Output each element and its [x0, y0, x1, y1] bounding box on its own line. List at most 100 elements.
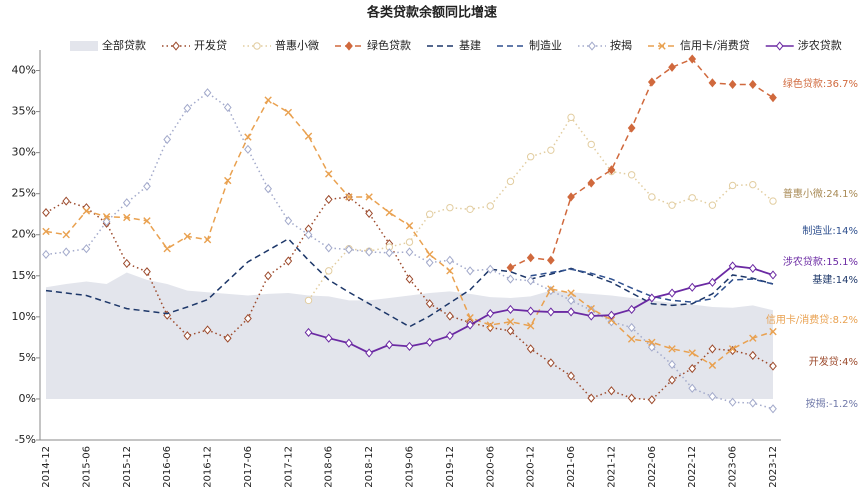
- marker: [547, 146, 555, 154]
- x-tick-label: 2023-12: [768, 446, 779, 488]
- marker: [385, 208, 394, 217]
- legend-marker: [253, 42, 261, 50]
- marker: [425, 210, 434, 218]
- marker: [607, 316, 616, 324]
- marker: [769, 327, 777, 336]
- marker: [264, 184, 272, 194]
- marker: [769, 93, 777, 103]
- y-tick-label: 15%: [12, 269, 36, 282]
- marker: [122, 258, 131, 269]
- marker: [244, 144, 252, 154]
- marker: [567, 371, 575, 381]
- marker: [627, 304, 636, 315]
- marker: [264, 96, 272, 104]
- x-tick-label: 2020-12: [526, 446, 537, 488]
- line: [510, 58, 774, 269]
- legend-label: 制造业: [529, 38, 562, 52]
- marker: [304, 230, 313, 240]
- marker: [506, 274, 515, 284]
- marker: [486, 202, 494, 210]
- marker: [486, 321, 494, 329]
- marker: [365, 348, 373, 358]
- marker: [345, 338, 353, 348]
- marker: [567, 295, 575, 305]
- marker: [163, 245, 171, 253]
- legend-label: 基建: [459, 38, 481, 52]
- end-label: 涉农贷款:15.1%: [783, 255, 858, 268]
- marker: [446, 203, 454, 212]
- legend-label: 开发贷: [194, 38, 227, 52]
- marker: [244, 313, 252, 324]
- y-tick-label: 10%: [12, 310, 36, 323]
- marker: [627, 123, 636, 133]
- marker: [143, 217, 151, 225]
- marker: [506, 177, 515, 186]
- marker: [668, 345, 676, 353]
- y-tick-label: -5%: [15, 433, 36, 446]
- x-tick-label: 2023-06: [728, 446, 739, 488]
- marker: [769, 404, 777, 414]
- marker: [466, 205, 474, 213]
- marker: [526, 322, 535, 330]
- marker: [708, 391, 717, 402]
- marker: [728, 79, 737, 90]
- marker: [728, 345, 737, 353]
- marker: [486, 308, 495, 319]
- marker: [547, 358, 555, 368]
- marker: [405, 222, 414, 230]
- marker: [547, 255, 555, 265]
- marker: [567, 307, 575, 317]
- end-label: 按揭:-1.2%: [806, 397, 858, 410]
- legend-marker: [775, 41, 784, 51]
- marker: [284, 256, 293, 266]
- marker: [769, 361, 777, 371]
- legend-marker: [588, 41, 596, 51]
- y-tick-label: 25%: [12, 187, 36, 200]
- marker: [62, 196, 71, 206]
- marker: [163, 134, 172, 145]
- x-tick-label: 2017-12: [283, 446, 294, 488]
- x-tick-label: 2018-12: [364, 446, 375, 488]
- marker: [345, 244, 353, 255]
- legend-marker: [658, 42, 666, 50]
- marker: [708, 277, 717, 287]
- marker: [82, 244, 91, 254]
- marker: [587, 140, 595, 149]
- marker: [708, 201, 717, 209]
- marker: [769, 270, 777, 280]
- x-tick-label: 2018-06: [324, 446, 335, 488]
- end-label: 基建:14%: [812, 273, 858, 286]
- end-label: 绿色贷款:36.7%: [783, 77, 858, 90]
- marker: [365, 208, 373, 218]
- marker: [749, 334, 757, 342]
- marker: [748, 350, 757, 361]
- x-tick-label: 2019-12: [445, 446, 456, 488]
- marker: [224, 176, 232, 185]
- marker: [42, 249, 50, 260]
- marker: [688, 194, 696, 202]
- marker: [627, 393, 636, 403]
- marker: [708, 361, 717, 369]
- x-tick-label: 2016-06: [162, 446, 173, 488]
- x-tick-label: 2016-12: [203, 446, 214, 488]
- marker: [284, 216, 293, 226]
- legend-marker: [345, 41, 353, 51]
- marker: [62, 231, 70, 239]
- marker: [668, 375, 676, 385]
- marker: [446, 255, 454, 265]
- marker: [526, 153, 535, 161]
- marker: [223, 102, 232, 113]
- marker: [627, 335, 636, 343]
- x-tick-label: 2015-12: [122, 446, 133, 488]
- legend-swatch: [70, 41, 98, 51]
- y-tick-label: 20%: [12, 228, 36, 241]
- marker: [688, 363, 697, 374]
- end-label: 普惠小微:24.1%: [783, 187, 858, 200]
- marker: [728, 181, 737, 190]
- y-tick-label: 0%: [19, 392, 36, 405]
- x-tick-label: 2020-06: [485, 446, 496, 488]
- marker: [526, 344, 535, 354]
- legend-label: 普惠小微: [275, 38, 319, 52]
- marker: [587, 178, 596, 188]
